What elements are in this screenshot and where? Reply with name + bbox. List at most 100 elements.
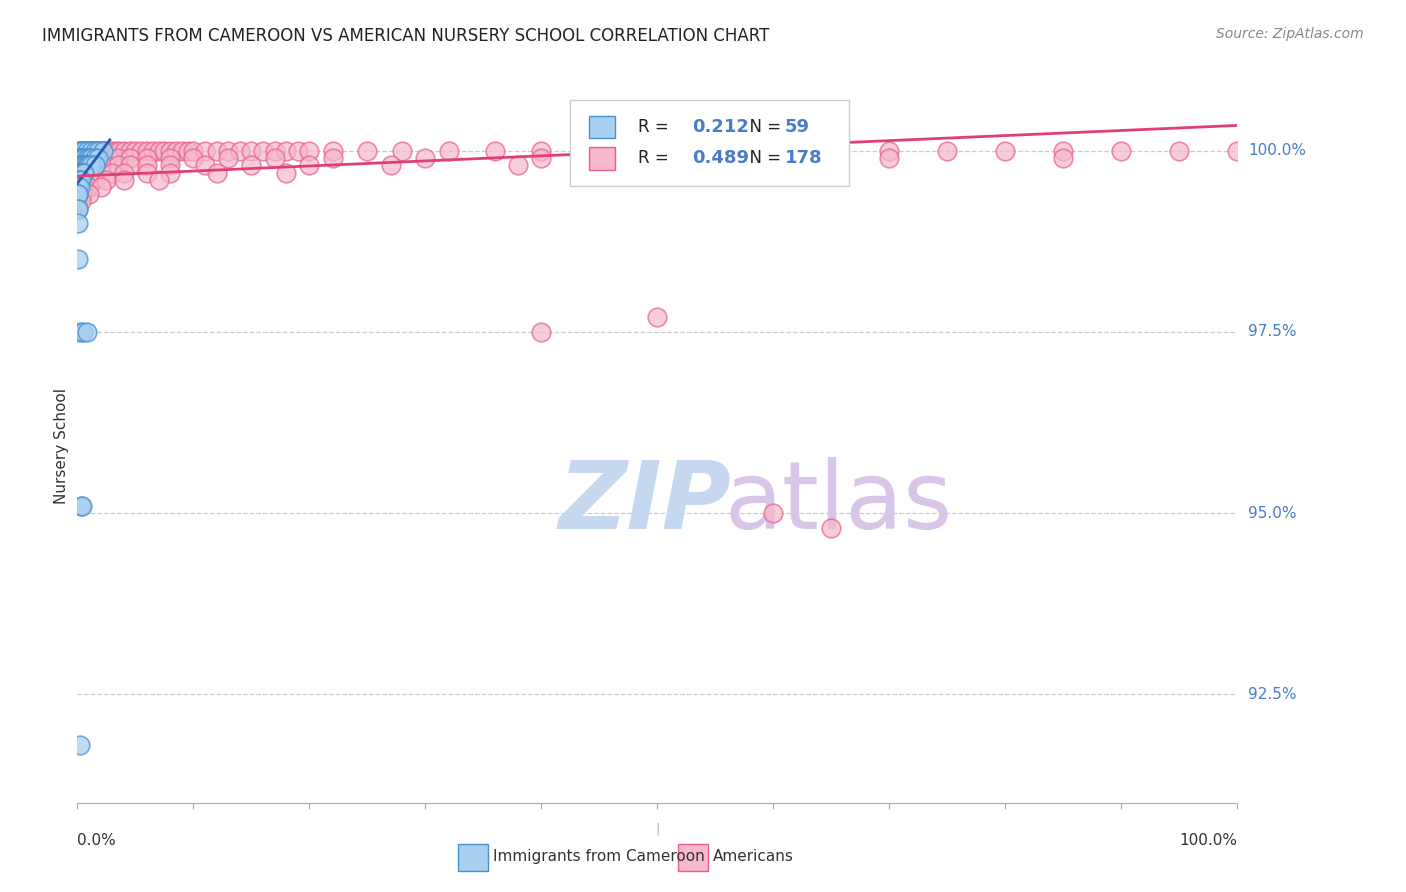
Point bbox=[135, 151, 157, 165]
Point bbox=[83, 151, 105, 165]
Point bbox=[530, 144, 553, 158]
Text: R =: R = bbox=[637, 118, 673, 136]
Point bbox=[90, 165, 111, 179]
Point bbox=[90, 144, 111, 158]
Point bbox=[70, 144, 93, 158]
Point bbox=[91, 144, 114, 158]
Point bbox=[82, 144, 104, 158]
Point bbox=[69, 151, 91, 165]
Point bbox=[73, 151, 96, 165]
Point bbox=[70, 151, 93, 165]
Text: |: | bbox=[655, 822, 659, 835]
Point bbox=[76, 144, 98, 158]
Point bbox=[77, 187, 100, 202]
Point bbox=[96, 144, 118, 158]
Point bbox=[76, 158, 98, 172]
Point bbox=[194, 144, 217, 158]
Point bbox=[67, 202, 90, 216]
Point bbox=[108, 144, 131, 158]
Point bbox=[994, 144, 1017, 158]
Point bbox=[67, 173, 90, 187]
Point bbox=[67, 180, 90, 194]
Point bbox=[67, 165, 90, 179]
Point bbox=[647, 310, 669, 325]
Point bbox=[72, 144, 94, 158]
Point bbox=[153, 144, 176, 158]
Point bbox=[762, 506, 785, 520]
Point bbox=[77, 151, 100, 165]
Point bbox=[380, 158, 402, 172]
Text: 95.0%: 95.0% bbox=[1249, 506, 1296, 521]
Text: 0.212: 0.212 bbox=[692, 118, 749, 136]
Point bbox=[240, 144, 263, 158]
Point bbox=[72, 151, 94, 165]
Text: 100.0%: 100.0% bbox=[1180, 833, 1237, 848]
Point bbox=[647, 144, 669, 158]
Text: Americans: Americans bbox=[713, 849, 794, 863]
Point bbox=[73, 173, 96, 187]
Point bbox=[73, 165, 96, 179]
Point bbox=[69, 165, 91, 179]
Point bbox=[183, 144, 205, 158]
Point bbox=[70, 165, 93, 179]
Point bbox=[252, 144, 274, 158]
FancyBboxPatch shape bbox=[458, 844, 488, 871]
FancyBboxPatch shape bbox=[589, 116, 614, 138]
Point bbox=[170, 144, 193, 158]
Point bbox=[124, 144, 146, 158]
Point bbox=[391, 144, 413, 158]
Text: 178: 178 bbox=[785, 150, 823, 168]
Point bbox=[72, 151, 94, 165]
Point bbox=[129, 144, 152, 158]
Point bbox=[159, 165, 181, 179]
Point bbox=[69, 158, 91, 172]
Point bbox=[67, 158, 90, 172]
Point bbox=[72, 144, 94, 158]
Point bbox=[77, 173, 100, 187]
Point bbox=[75, 144, 97, 158]
Point bbox=[356, 144, 378, 158]
Point bbox=[274, 165, 298, 179]
Point bbox=[101, 165, 124, 179]
Point bbox=[87, 144, 110, 158]
Point bbox=[69, 158, 91, 172]
Point bbox=[112, 144, 135, 158]
Point bbox=[75, 144, 97, 158]
Point bbox=[80, 151, 103, 165]
Point bbox=[80, 144, 103, 158]
Point bbox=[321, 144, 344, 158]
Point bbox=[72, 325, 94, 339]
Point bbox=[69, 144, 91, 158]
FancyBboxPatch shape bbox=[678, 844, 709, 871]
Y-axis label: Nursery School: Nursery School bbox=[53, 388, 69, 504]
Point bbox=[118, 144, 141, 158]
Point bbox=[73, 180, 96, 194]
Point bbox=[97, 144, 120, 158]
Point bbox=[298, 158, 321, 172]
Point bbox=[820, 144, 842, 158]
Point bbox=[97, 151, 120, 165]
Point bbox=[228, 144, 252, 158]
FancyBboxPatch shape bbox=[589, 147, 614, 169]
Point bbox=[101, 144, 124, 158]
Point bbox=[67, 144, 90, 158]
Point bbox=[69, 144, 91, 158]
Point bbox=[69, 499, 91, 513]
Point bbox=[70, 187, 93, 202]
Point bbox=[1226, 144, 1249, 158]
Point bbox=[67, 194, 90, 209]
Point bbox=[104, 144, 127, 158]
Text: IMMIGRANTS FROM CAMEROON VS AMERICAN NURSERY SCHOOL CORRELATION CHART: IMMIGRANTS FROM CAMEROON VS AMERICAN NUR… bbox=[42, 27, 769, 45]
Point bbox=[484, 144, 506, 158]
Point bbox=[67, 158, 90, 172]
Point bbox=[76, 144, 98, 158]
Point bbox=[263, 144, 285, 158]
Point bbox=[704, 151, 727, 165]
Point bbox=[76, 151, 98, 165]
Point bbox=[77, 151, 100, 165]
Point bbox=[83, 158, 105, 172]
Point bbox=[69, 173, 91, 187]
Text: ZIP: ZIP bbox=[558, 457, 731, 549]
Text: 92.5%: 92.5% bbox=[1249, 687, 1296, 702]
Point bbox=[820, 520, 842, 534]
